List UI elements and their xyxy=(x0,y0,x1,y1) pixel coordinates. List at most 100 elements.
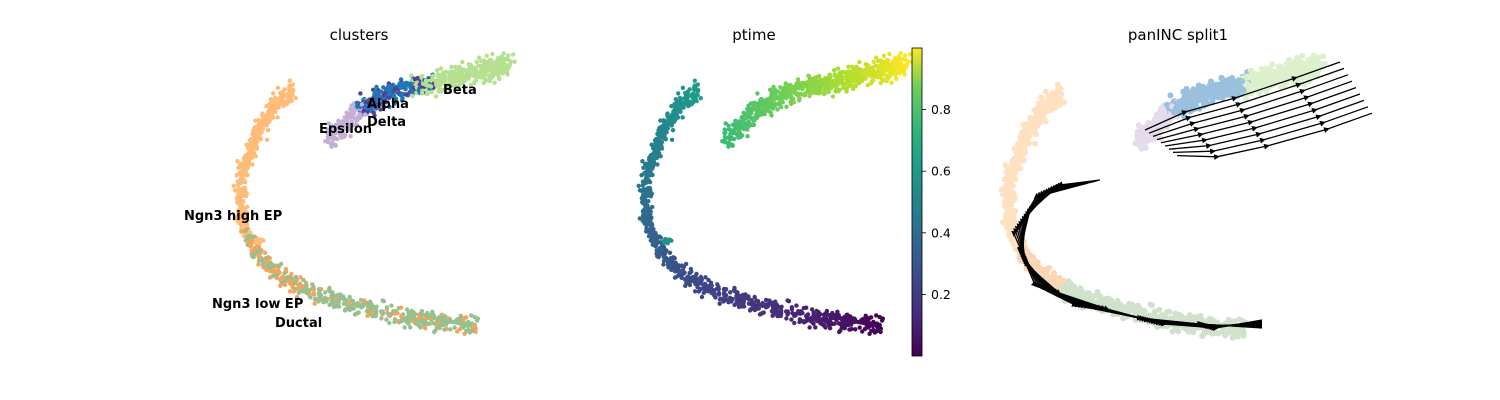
velocity-point xyxy=(1140,133,1147,139)
cluster-point xyxy=(429,314,435,319)
velocity-point xyxy=(1172,105,1179,112)
velocity-point xyxy=(1040,101,1047,108)
velocity-point xyxy=(1263,68,1270,75)
ptime-point xyxy=(655,234,661,240)
velocity-point xyxy=(1019,154,1026,160)
velocity-point xyxy=(1003,213,1010,220)
cluster-point xyxy=(488,75,493,80)
velocity-point xyxy=(1291,61,1298,67)
velocity-point xyxy=(1169,105,1176,112)
velocity-point xyxy=(1224,319,1231,326)
cluster-point xyxy=(253,154,258,159)
velocity-point xyxy=(1016,148,1023,155)
velocity-point xyxy=(1031,107,1038,114)
ptime-point xyxy=(682,270,687,275)
ptime-point xyxy=(650,223,655,228)
ptime-point xyxy=(834,314,840,319)
ptime-point xyxy=(874,313,879,318)
velocity-point xyxy=(1283,60,1290,67)
ptime-point xyxy=(676,91,681,96)
velocity-point xyxy=(1260,70,1267,77)
velocity-point xyxy=(1142,143,1149,150)
velocity-point xyxy=(1028,120,1035,127)
velocity-point xyxy=(1305,57,1312,64)
ptime-point xyxy=(662,122,667,127)
velocity-point xyxy=(1305,59,1312,66)
cluster-point xyxy=(484,63,489,68)
ptime-point xyxy=(783,92,788,97)
velocity-point xyxy=(1173,99,1180,106)
clusters-points xyxy=(231,51,517,336)
ptime-point xyxy=(884,57,890,62)
velocity-point xyxy=(1304,67,1311,74)
ptime-point xyxy=(756,102,762,107)
velocity-point xyxy=(1037,103,1044,109)
velocity-point xyxy=(1274,72,1281,78)
velocity-point xyxy=(1017,165,1024,172)
velocity-point xyxy=(1308,59,1315,66)
velocity-point xyxy=(1170,109,1177,116)
velocity-point xyxy=(1159,110,1166,117)
velocity-point xyxy=(1052,97,1059,104)
velocity-point xyxy=(1019,128,1026,135)
velocity-point xyxy=(1010,173,1017,180)
cluster-point xyxy=(245,223,250,228)
velocity-point xyxy=(1009,171,1016,178)
ptime-point xyxy=(698,96,703,101)
velocity-point xyxy=(1315,58,1322,65)
cluster-point xyxy=(401,317,406,322)
cluster-point xyxy=(346,115,351,120)
velocity-point xyxy=(1291,64,1298,71)
velocity-point xyxy=(1008,181,1014,188)
cluster-point xyxy=(287,85,292,91)
ptime-point xyxy=(692,289,698,294)
velocity-point xyxy=(1025,140,1032,147)
cluster-point xyxy=(266,264,271,270)
cluster-point xyxy=(388,311,394,317)
cluster-point xyxy=(257,118,262,124)
ptime-point xyxy=(847,69,853,75)
velocity-point xyxy=(1004,219,1011,226)
streamline-lower xyxy=(1018,181,1263,330)
velocity-point xyxy=(1135,131,1142,138)
ptime-point xyxy=(822,323,827,328)
velocity-point xyxy=(1005,205,1012,212)
velocity-point xyxy=(1267,71,1274,78)
cluster-point xyxy=(279,280,285,286)
velocity-point xyxy=(1006,192,1013,199)
velocity-point xyxy=(1010,183,1017,190)
cluster-point xyxy=(332,130,337,135)
cluster-point xyxy=(494,60,499,65)
cluster-point xyxy=(470,71,475,76)
cluster-point xyxy=(431,321,437,326)
cluster-point xyxy=(404,307,410,312)
cluster-point xyxy=(374,102,379,108)
cluster-point xyxy=(239,190,245,195)
cluster-point xyxy=(473,329,478,335)
ptime-point xyxy=(661,258,667,264)
velocity-point xyxy=(1307,59,1314,66)
cluster-point xyxy=(261,259,266,264)
velocity-point xyxy=(1176,103,1183,110)
ptime-point xyxy=(637,188,643,193)
velocity-point xyxy=(1034,105,1041,112)
velocity-point xyxy=(1024,125,1031,132)
velocity-point xyxy=(1004,205,1011,212)
velocity-point xyxy=(1122,306,1129,313)
velocity-point xyxy=(1308,63,1315,70)
cluster-label-ngn3-high-ep: Ngn3 high EP xyxy=(184,209,282,224)
velocity-point xyxy=(1226,319,1233,326)
ptime-point xyxy=(845,72,850,77)
velocity-point xyxy=(1002,202,1009,209)
velocity-point xyxy=(1006,217,1013,224)
velocity-point xyxy=(1027,128,1034,135)
velocity-point xyxy=(1003,204,1010,211)
velocity-point xyxy=(1051,105,1058,111)
velocity-point xyxy=(1007,182,1013,189)
velocity-point xyxy=(1029,123,1036,130)
cluster-point xyxy=(474,318,480,323)
ptime-point xyxy=(675,115,681,120)
ptime-point xyxy=(666,237,671,242)
velocity-point xyxy=(1011,156,1018,163)
velocity-point xyxy=(1278,69,1284,76)
